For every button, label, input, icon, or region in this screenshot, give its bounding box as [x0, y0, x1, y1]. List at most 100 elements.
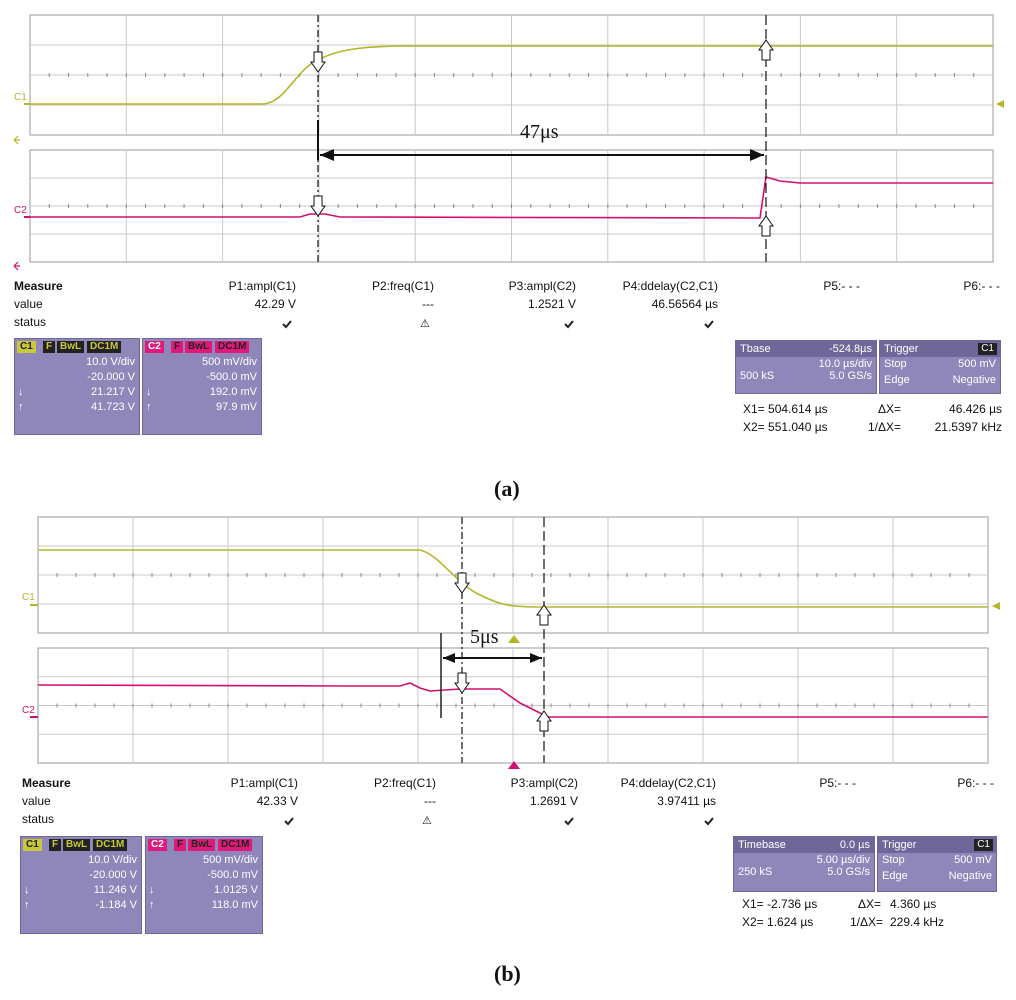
- c1-vdiv: 10.0 V/div: [86, 356, 135, 368]
- p2-value: ---: [422, 297, 434, 311]
- time-per-div: 10.0 µs/div: [818, 358, 872, 370]
- p5-header[interactable]: P5:- - -: [823, 279, 860, 293]
- c2-vdiv: 500 mV/div: [201, 356, 257, 368]
- p5-header[interactable]: P5:- - -: [819, 776, 856, 790]
- c1-tag-f: F: [43, 341, 56, 353]
- status-check-icon: [704, 817, 714, 826]
- status-check-icon: [564, 320, 574, 329]
- c1-channel-box[interactable]: C1 F BwL DC1M 10.0 V/div -20.000 V ↓ 11.2…: [20, 836, 142, 934]
- trigger-box[interactable]: Trigger C1 Stop 500 mV Edge Negative: [879, 340, 1001, 394]
- status-warning-icon: ⚠: [420, 318, 430, 330]
- c1-tag-bwl: BwL: [57, 341, 85, 353]
- arrowhead-right-icon: [750, 149, 764, 161]
- scope-panel-b: 5μs C1 C2 Measure value status P1:ampl(C…: [0, 505, 1016, 986]
- p2-header[interactable]: P2:freq(C1): [373, 776, 436, 790]
- c1-tag-dc1m: DC1M: [93, 839, 128, 851]
- arrowhead-right-icon: [530, 653, 542, 663]
- cursor-arrow-down-icon: [310, 51, 326, 73]
- c1-vdiv: 10.0 V/div: [88, 854, 137, 866]
- cursor-x1: X1= -2.736 µs: [742, 897, 818, 911]
- p1-header[interactable]: P1:ampl(C1): [228, 279, 296, 293]
- c1-ground-marker-icon: [13, 135, 20, 145]
- c1-offset: -20.000 V: [89, 869, 137, 881]
- p3-value: 1.2521 V: [527, 297, 576, 311]
- p2-header[interactable]: P2:freq(C1): [371, 279, 434, 293]
- status-check-icon: [284, 817, 294, 826]
- p4-value: 46.56564 µs: [651, 297, 718, 311]
- c2-trigger-marker-icon: [508, 761, 520, 769]
- c2-box-label: C2: [148, 839, 167, 851]
- scope-display-b: 5μs C1 C2: [22, 516, 1000, 769]
- c1-box-label: C1: [23, 839, 42, 851]
- trigger-level: 500 mV: [954, 854, 992, 866]
- p3-header[interactable]: P3:ampl(C2): [510, 776, 578, 790]
- c2-high-value: 118.0 mV: [211, 899, 258, 911]
- c1-channel-label: C1: [14, 92, 27, 103]
- trigger-type: Edge: [884, 374, 910, 386]
- p4-value: 3.97411 µs: [657, 794, 716, 808]
- c1-low: ↓ 21.217 V: [15, 385, 139, 400]
- p4-header[interactable]: P4:ddelay(C2,C1): [622, 279, 718, 293]
- p6-header[interactable]: P6:- - -: [957, 776, 994, 790]
- arrowhead-left-icon: [320, 149, 334, 161]
- c2-ground-marker-icon: [13, 261, 20, 271]
- p2-value: ---: [424, 794, 436, 808]
- timebase-value: -524.8µs: [828, 343, 872, 355]
- sample-rate: 5.0 GS/s: [827, 866, 870, 878]
- c1-offset: -20.000 V: [87, 371, 135, 383]
- c1-high: ↑ -1.184 V: [21, 898, 141, 913]
- c1-low-value: 11.246 V: [93, 884, 137, 896]
- low-marker-icon: ↓: [18, 386, 24, 398]
- c2-offset: -500.0 mV: [206, 371, 257, 383]
- status-check-icon: [564, 817, 574, 826]
- c2-channel-box[interactable]: C2 F BwL DC1M 500 mV/div -500.0 mV ↓ 192.…: [142, 338, 262, 435]
- scope-panel-a: 47μs C1 C2 Measure value status P1:ampl(…: [0, 0, 1016, 501]
- cursor-inv-dx-label: 1/ΔX=: [850, 915, 884, 929]
- cursor-inv-dx-label: 1/ΔX=: [868, 420, 902, 434]
- c1-trace: [38, 549, 988, 608]
- caption-b: (b): [494, 961, 521, 986]
- timebase-box[interactable]: Timebase 0.0 µs 5.00 µs/div 250 kS 5.0 GS/…: [733, 836, 875, 892]
- trigger-level: 500 mV: [958, 358, 996, 370]
- c2-channel-box[interactable]: C2 F BwL DC1M 500 mV/div -500.0 mV ↓ 1.01…: [145, 836, 263, 934]
- trigger-box[interactable]: Trigger C1 Stop 500 mV Edge Negative: [877, 836, 997, 892]
- c2-high: ↑ 97.9 mV: [143, 400, 261, 415]
- c1-low: ↓ 11.246 V: [21, 883, 141, 898]
- p3-value: 1.2691 V: [529, 794, 578, 808]
- c2-tag-f: F: [174, 839, 187, 851]
- p6-header[interactable]: P6:- - -: [963, 279, 1000, 293]
- p1-value: 42.29 V: [254, 297, 296, 311]
- low-marker-icon: ↓: [149, 884, 155, 896]
- cursor-arrow-up-icon: [758, 39, 774, 61]
- timebase-value: 0.0 µs: [839, 839, 870, 851]
- c2-channel-label: C2: [14, 205, 27, 216]
- c1-channel-box[interactable]: C1 F BwL DC1M 10.0 V/div -20.000 V ↓ 21.2…: [14, 338, 140, 435]
- c2-trace: [37, 682, 988, 718]
- timebase-box[interactable]: Tbase -524.8µs 10.0 µs/div 500 kS 5.0 GS/s: [735, 340, 877, 394]
- cursor-dx-value: 4.360 µs: [890, 897, 937, 911]
- p4-header[interactable]: P4:ddelay(C2,C1): [620, 776, 716, 790]
- timebase-label: Tbase: [740, 343, 771, 355]
- c2-trace: [30, 175, 993, 219]
- arrowhead-left-icon: [443, 653, 455, 663]
- cursor-dx-value: 46.426 µs: [949, 402, 1002, 416]
- p3-header[interactable]: P3:ampl(C2): [508, 279, 576, 293]
- c2-tag-bwl: BwL: [185, 341, 213, 353]
- c2-channel-label: C2: [22, 705, 35, 716]
- c2-low: ↓ 192.0 mV: [143, 385, 261, 400]
- c2-tag-f: F: [171, 341, 184, 353]
- p1-header[interactable]: P1:ampl(C1): [230, 776, 298, 790]
- c1-trigger-level-icon: [996, 100, 1004, 108]
- interval-label: 5μs: [470, 626, 499, 648]
- c2-low-value: 1.0125 V: [213, 884, 258, 896]
- timebase-label: Timebase: [738, 839, 786, 851]
- high-marker-icon: ↑: [18, 401, 24, 413]
- c1-trigger-level-icon: [992, 602, 1000, 610]
- cursor-arrow-down-icon: [454, 572, 470, 594]
- c1-low-value: 21.217 V: [90, 386, 135, 398]
- status-warning-icon: ⚠: [422, 815, 432, 827]
- c2-high: ↑ 118.0 mV: [146, 898, 262, 913]
- trigger-label: Trigger: [884, 343, 919, 355]
- cursor-arrow-down-icon: [454, 672, 470, 694]
- c2-high-value: 97.9 mV: [216, 401, 257, 413]
